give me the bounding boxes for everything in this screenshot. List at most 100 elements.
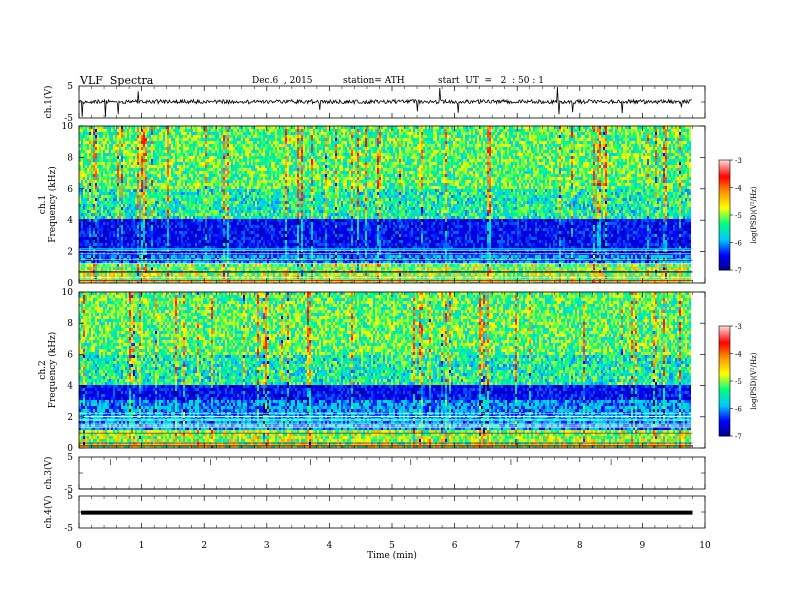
ch1-spectrogram-cell	[101, 138, 103, 141]
plot-area: 5-5ch.1(V)0246810ch.1 Frequency (kHz)-3-4…	[0, 0, 792, 612]
ch1-spectrogram-cell	[103, 234, 105, 237]
ch1-spectrogram-cell	[81, 150, 83, 153]
ch1-spectrogram-cell	[109, 243, 111, 246]
ch1-spectrogram-cell	[107, 132, 109, 135]
ch1-spectrogram-cell	[103, 225, 105, 228]
ch1-spectrogram-cell	[99, 222, 101, 225]
ch1-spectrogram-cell	[93, 267, 95, 270]
ch1-spectrogram-cell	[99, 147, 101, 150]
ch1-spectrogram-cell	[105, 231, 107, 234]
ch1-spectrogram-cell	[91, 231, 93, 234]
ch1-spectrogram-cell	[93, 129, 95, 132]
ch1-spectrogram-cell	[97, 171, 99, 174]
ch1-spectrogram-cell	[83, 129, 85, 132]
ch1-spectrogram-cell	[93, 156, 95, 159]
ch1-spectrogram-cell	[85, 207, 87, 210]
ch1-spectrogram-cell	[111, 156, 113, 159]
ch1-spectrogram-cell	[99, 141, 101, 144]
ch1-spectrogram-cell	[97, 189, 99, 192]
ch1-spectrogram-cell	[85, 150, 87, 153]
ch1-spectrogram-cell	[87, 216, 89, 219]
ch1-spectrogram-cell	[95, 165, 97, 168]
ch1-spectrogram-cell	[97, 180, 99, 183]
ch1-spectrogram-cell	[89, 228, 91, 231]
ch1-spectrogram-cell	[97, 174, 99, 177]
ch1-spectrogram-cell	[107, 222, 109, 225]
ch1-spectrogram-cell	[99, 234, 101, 237]
ch1-spectrogram-cell	[99, 165, 101, 168]
ch1-spectrogram-cell	[107, 129, 109, 132]
ch1-spectrogram-cell	[107, 228, 109, 231]
ch1-spectrogram-cell	[105, 174, 107, 177]
ch1-spectrogram-cell	[83, 252, 85, 255]
ch1-spectrogram-cell	[87, 264, 89, 267]
ch1-spectrogram-cell	[91, 264, 93, 267]
ch1-spectrogram-cell	[81, 141, 83, 144]
ch1-spectrogram-cell	[87, 156, 89, 159]
ch1-spectrogram-cell	[87, 126, 89, 129]
ch1-spectrogram-cell	[103, 255, 105, 258]
ch1-spectrogram-cell	[95, 168, 97, 171]
ch1-spectrogram-cell	[85, 210, 87, 213]
ch1-spectrogram-cell	[83, 126, 85, 129]
ch1-spectrogram-cell	[89, 126, 91, 129]
ch1-waveform-trace	[79, 87, 692, 117]
ch1-spectrogram-cell	[101, 243, 103, 246]
ch1-spectrogram-cell	[109, 141, 111, 144]
ch1-spectrogram-cell	[87, 225, 89, 228]
ch1-spectrogram-cell	[95, 132, 97, 135]
ch1-spectrogram-cell	[87, 195, 89, 198]
ch1-spectrogram-cell	[101, 210, 103, 213]
ch1-spectrogram-cell	[101, 204, 103, 207]
ch1-spectrogram-cell	[97, 222, 99, 225]
ch1-spectrogram-cell	[91, 147, 93, 150]
ch1-spectrogram-cell	[111, 141, 113, 144]
ch1-spectrogram-cell	[83, 153, 85, 156]
ch1-spectrogram-cell	[91, 225, 93, 228]
ch1-spectrogram-cell	[95, 273, 97, 276]
ch1-spectrogram-cell	[109, 180, 111, 183]
ch1-spectrogram-cell	[101, 186, 103, 189]
ch1-spectrogram-cell	[109, 240, 111, 243]
ch1-spectrogram-cell	[103, 150, 105, 153]
ch1-spectrogram-cell	[101, 225, 103, 228]
ch1-spectrogram-cell	[85, 126, 87, 129]
ch1-spectrogram-cell	[109, 126, 111, 129]
ch1-spectrogram-cell	[109, 144, 111, 147]
ch1-spectrogram-cell	[91, 138, 93, 141]
ch1-spectrogram-cell	[81, 228, 83, 231]
ch1-spectrogram-cell	[97, 219, 99, 222]
ch1-spectrogram-cell	[107, 183, 109, 186]
ch1-spectrogram-cell	[103, 165, 105, 168]
ch1-spectrogram-cell	[87, 234, 89, 237]
ch1-spectrogram-cell	[85, 237, 87, 240]
ch1-spectrogram-cell	[109, 195, 111, 198]
ch1-spectrogram-cell	[85, 183, 87, 186]
ch1-spectrogram-cell	[99, 132, 101, 135]
ch1-spectrogram-cell	[93, 243, 95, 246]
ch1-spectrogram-cell	[111, 132, 113, 135]
ch1-spectrogram-cell	[95, 204, 97, 207]
ch1-spectrogram-cell	[105, 156, 107, 159]
ch1-spectrogram-cell	[97, 168, 99, 171]
ch1-spectrogram-cell	[93, 228, 95, 231]
ch1-spectrogram-cell	[105, 180, 107, 183]
ch1-spectrogram-cell	[107, 177, 109, 180]
ch1-spectrogram-cell	[81, 210, 83, 213]
ch1-spectrogram-cell	[97, 273, 99, 276]
ch1-spectrogram-cell	[91, 171, 93, 174]
ch1-spectrogram-cell	[105, 177, 107, 180]
ch1-spectrogram-cell	[93, 234, 95, 237]
ch1-spectrogram-cell	[105, 171, 107, 174]
ch1-spectrogram-cell	[93, 195, 95, 198]
ch1-spectrogram-cell	[109, 207, 111, 210]
ch1-spectrogram-cell	[111, 129, 113, 132]
ch1-spectrogram-cell	[91, 153, 93, 156]
ch1-spectrogram-cell	[101, 216, 103, 219]
ch1-spectrogram-cell	[83, 171, 85, 174]
ch1-spectrogram-cell	[107, 156, 109, 159]
ch1-spectrogram-cell	[93, 144, 95, 147]
ch1-spectrogram-cell	[107, 213, 109, 216]
ch1-spectrogram-cell	[101, 207, 103, 210]
ch1-spectrogram-cell	[93, 219, 95, 222]
